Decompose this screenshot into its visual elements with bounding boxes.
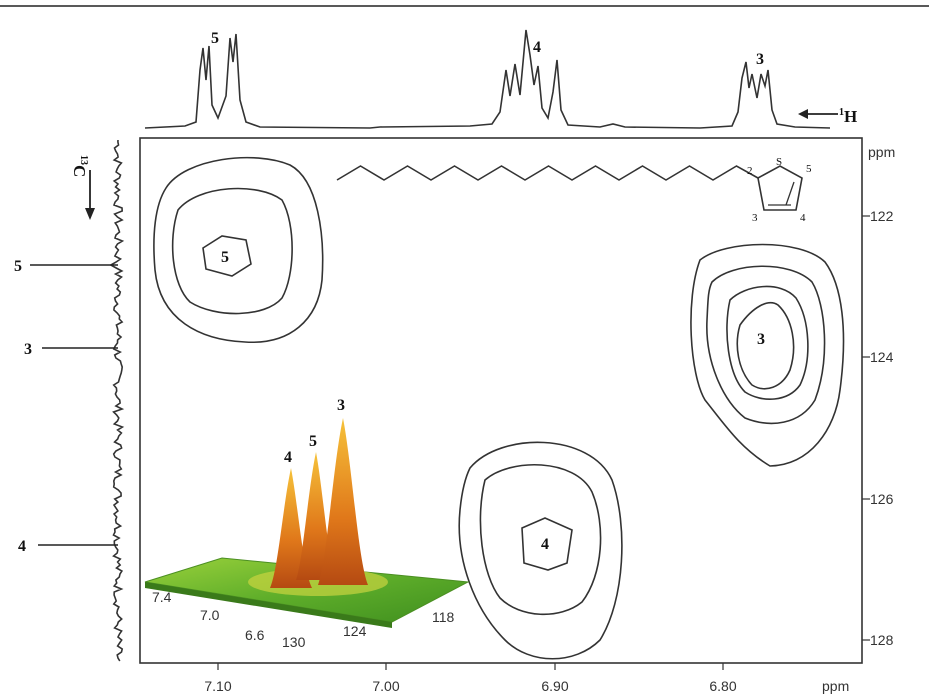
inset-3d-plot: 4 5 3 7.4 7.0 6.6 130 124 118 — [144, 397, 470, 650]
y-tick-label: 124 — [870, 349, 894, 365]
c13-spectrum: 13C 5 3 4 — [14, 139, 125, 662]
h1-peak-label-5: 5 — [211, 30, 219, 47]
c13-nucleus-group: 13C — [70, 155, 89, 177]
c13-spectrum-trace — [109, 139, 125, 662]
x-tick-label: 7.10 — [204, 678, 231, 694]
inset-peak-label: 4 — [284, 449, 292, 466]
x-tick-label: 6.80 — [709, 678, 736, 694]
x-tick-label: 7.00 — [372, 678, 399, 694]
inset-axis1-tick: 7.0 — [200, 607, 220, 623]
atom-label: 3 — [752, 212, 758, 224]
contour-level — [736, 301, 795, 390]
x-tick-label: 6.90 — [541, 678, 568, 694]
contour-level — [479, 464, 602, 616]
inset-surface-edge — [145, 582, 392, 628]
contour-level — [171, 187, 293, 315]
ring-double-bond — [785, 181, 795, 206]
x-axis-label: ppm — [822, 678, 849, 694]
atom-label: 5 — [806, 163, 812, 175]
contour-level — [202, 235, 252, 277]
y-axis-label: ppm — [868, 144, 895, 160]
molecule-structure: 2 S 5 3 4 — [336, 156, 812, 224]
contour-level — [521, 517, 573, 571]
contour-level — [458, 441, 623, 660]
atom-label: 4 — [800, 212, 806, 224]
h1-axis-arrow-icon — [798, 109, 838, 119]
cross-peak-label: 5 — [221, 249, 229, 266]
h1-peak-label-4: 4 — [533, 39, 541, 56]
inset-axis1-tick: 7.4 — [152, 589, 172, 605]
h1-nucleus-label: 1H — [839, 107, 857, 126]
y-axis: 122 124 126 128 ppm — [862, 144, 895, 648]
cross-peak-label: 3 — [757, 331, 765, 348]
c13-peak-label-5: 5 — [14, 258, 22, 275]
inset-axis2-tick: 130 — [282, 634, 306, 650]
y-tick-label: 122 — [870, 208, 894, 224]
inset-axis2-tick: 124 — [343, 623, 367, 639]
cross-peak-label: 4 — [541, 536, 549, 553]
h1-spectrum-trace — [144, 29, 831, 129]
c13-peak-label-4: 4 — [18, 538, 26, 555]
contour-level — [690, 243, 845, 467]
inset-peak-label: 5 — [309, 433, 317, 450]
y-tick-label: 126 — [870, 491, 894, 507]
cross-peak-5: 5 — [153, 156, 324, 343]
atom-label: 2 — [747, 165, 753, 177]
c13-nucleus-label: 13C — [70, 155, 89, 177]
c13-axis-arrow-icon — [85, 170, 95, 220]
x-axis: 7.10 7.00 6.90 6.80 ppm — [204, 663, 849, 694]
inset-axis1-tick: 6.6 — [245, 627, 265, 643]
cross-peak-4: 4 — [458, 441, 623, 660]
contour-level — [706, 265, 826, 425]
alkyl-chain — [336, 165, 759, 181]
contour-level — [153, 156, 324, 343]
contour-level — [726, 285, 809, 401]
plot-frame — [139, 137, 863, 664]
cross-peak-3: 3 — [690, 243, 845, 467]
inset-peak-label: 3 — [337, 397, 345, 414]
y-tick-label: 128 — [870, 632, 894, 648]
inset-axis2-tick: 118 — [432, 609, 455, 625]
atom-label: S — [776, 156, 782, 168]
c13-peak-label-3: 3 — [24, 341, 32, 358]
thiophene-ring — [757, 165, 803, 211]
h1-peak-label-3: 3 — [756, 51, 764, 68]
inset-peak-3 — [318, 418, 368, 585]
h1-spectrum: 5 4 3 1H — [144, 29, 857, 129]
